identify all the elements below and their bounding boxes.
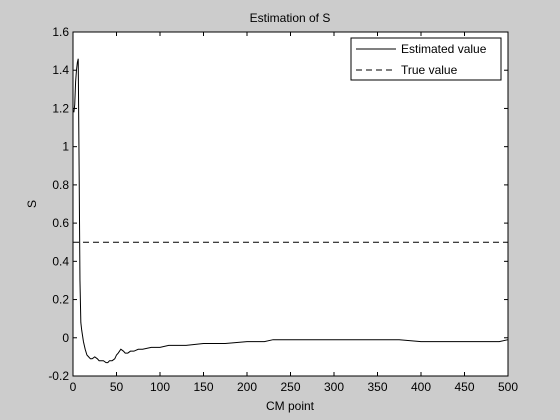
x-tick-label: 350 [367, 380, 387, 394]
axis-ticks: 0 50 100 150 200 250 300 350 400 450 500-0.200.20.… [48, 25, 518, 394]
legend-label-true: True value [401, 63, 458, 77]
y-tick-label: 0.4 [52, 254, 69, 268]
plot-area [73, 32, 508, 376]
x-tick-label: 400 [411, 380, 431, 394]
legend-box [350, 37, 502, 81]
y-tick-label: 0 [62, 331, 69, 345]
legend: Estimated value True value [350, 37, 502, 81]
x-tick-label: 500 [498, 380, 518, 394]
chart-title: Estimation of S [250, 11, 331, 25]
x-axis-label: CM point [266, 399, 315, 413]
y-tick-label: 1.4 [52, 63, 69, 77]
y-tick-label: 1.2 [52, 101, 69, 115]
series-layer [73, 58, 509, 364]
x-tick-label: 0 [70, 380, 77, 394]
x-tick-label: 150 [193, 380, 213, 394]
y-tick-label: 1.6 [52, 25, 69, 39]
y-tick-label: 0.8 [52, 178, 69, 192]
x-tick-label: 50 [110, 380, 124, 394]
x-tick-label: 450 [454, 380, 474, 394]
y-tick-label: -0.2 [48, 369, 69, 383]
series-line-estimated-value [73, 58, 509, 364]
x-tick-label: 100 [150, 380, 170, 394]
plot-frame [72, 31, 509, 377]
y-tick-label: 0.6 [52, 216, 69, 230]
y-tick-label: 1 [62, 140, 69, 154]
y-tick-label: 0.2 [52, 293, 69, 307]
x-tick-label: 300 [324, 380, 344, 394]
x-tick-label: 250 [280, 380, 300, 394]
x-tick-label: 200 [237, 380, 257, 394]
y-axis-label: S [25, 200, 39, 208]
legend-label-estimated: Estimated value [401, 42, 487, 56]
